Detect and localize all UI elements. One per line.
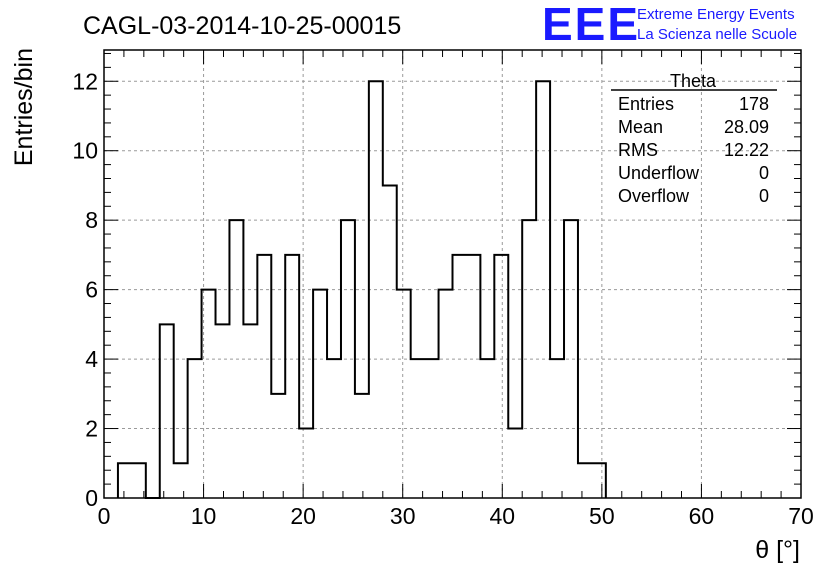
stats-row-value: 0	[759, 186, 769, 206]
x-axis-label: θ [°]	[755, 536, 800, 564]
histogram-step-line	[116, 80, 607, 499]
y-tick-label: 4	[85, 346, 98, 372]
x-tick-label: 50	[589, 503, 615, 529]
stats-box-title: Theta	[670, 71, 717, 91]
x-tick-label: 0	[98, 503, 111, 529]
axis-tick-labels: 0 10 20 30 40 50 60 70 0 2 4 6 8 10 12	[72, 68, 813, 529]
stats-row-label: Mean	[618, 117, 663, 137]
y-tick-label: 6	[85, 277, 98, 303]
stats-row-value: 178	[739, 94, 769, 114]
plot-frame	[103, 49, 802, 499]
stats-row-label: Overflow	[618, 186, 690, 206]
x-tick-label: 20	[290, 503, 316, 529]
x-tick-label: 40	[489, 503, 515, 529]
x-tick-label: 10	[191, 503, 217, 529]
y-axis-label: Entries/bin	[10, 48, 38, 166]
grid-lines	[104, 50, 801, 498]
chart-title: CAGL-03-2014-10-25-00015	[83, 12, 401, 40]
y-tick-label: 2	[85, 416, 98, 442]
y-tick-label: 12	[72, 68, 98, 94]
stats-row-label: Underflow	[618, 163, 700, 183]
x-tick-label: 30	[390, 503, 416, 529]
stats-row-label: Entries	[618, 94, 674, 114]
stats-row-value: 28.09	[724, 117, 769, 137]
stats-row-label: RMS	[618, 140, 658, 160]
stats-row-value: 0	[759, 163, 769, 183]
x-tick-label: 60	[689, 503, 715, 529]
axis-ticks	[103, 50, 802, 499]
x-tick-label: 70	[788, 503, 814, 529]
stats-row-value: 12.22	[724, 140, 769, 160]
eee-logo: EEE	[542, 0, 640, 50]
y-tick-label: 8	[85, 207, 98, 233]
logo-line-1: Extreme Energy Events	[637, 6, 795, 23]
y-tick-label: 10	[72, 138, 98, 164]
logo-line-2: La Scienza nelle Scuole	[637, 26, 797, 43]
y-tick-label: 0	[85, 485, 98, 511]
stats-box: Theta Entries 178 Mean 28.09 RMS 12.22 Underfl…	[611, 71, 777, 206]
